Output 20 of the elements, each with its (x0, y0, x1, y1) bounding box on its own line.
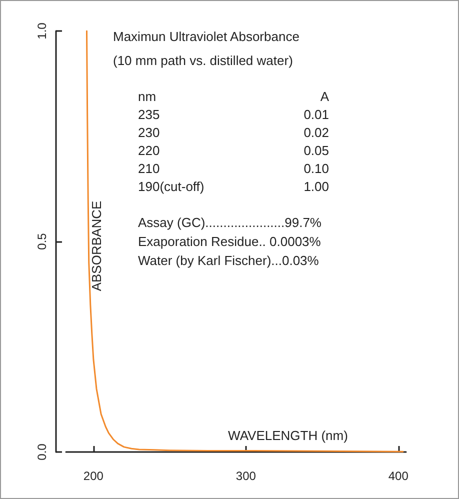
x-axis-title: WAVELENGTH (nm) (228, 428, 348, 443)
text: 235 0.01 (138, 107, 329, 122)
y-tick-label: 0.5 (35, 232, 49, 250)
chart-title: Maximun Ultraviolet Absorbance (113, 29, 300, 44)
text: (10 mm path vs. distilled water) (113, 53, 293, 68)
annotation: Water (by Karl Fischer)...0.03% (138, 253, 320, 268)
text: 210 0.10 (138, 161, 329, 176)
text: 220 0.05 (138, 143, 329, 158)
y-tick-label: 1.0 (35, 22, 49, 40)
x-tick-label: 300 (236, 469, 256, 483)
line-series (86, 30, 404, 452)
text: 190(cut-off) 1.00 (138, 179, 329, 194)
annotation: Exaporation Residue.. 0.0003% (138, 234, 322, 249)
y-axis-title: ABSORBANCE (89, 200, 104, 292)
x-tick-label: 200 (83, 469, 104, 483)
text: 230 0.02 (138, 125, 329, 140)
annotation: Assay (GC)......................99.7% (138, 215, 322, 230)
x-tick-label: 400 (388, 469, 409, 483)
text: nm A (138, 89, 329, 104)
y-tick-label: 0.0 (35, 443, 49, 460)
